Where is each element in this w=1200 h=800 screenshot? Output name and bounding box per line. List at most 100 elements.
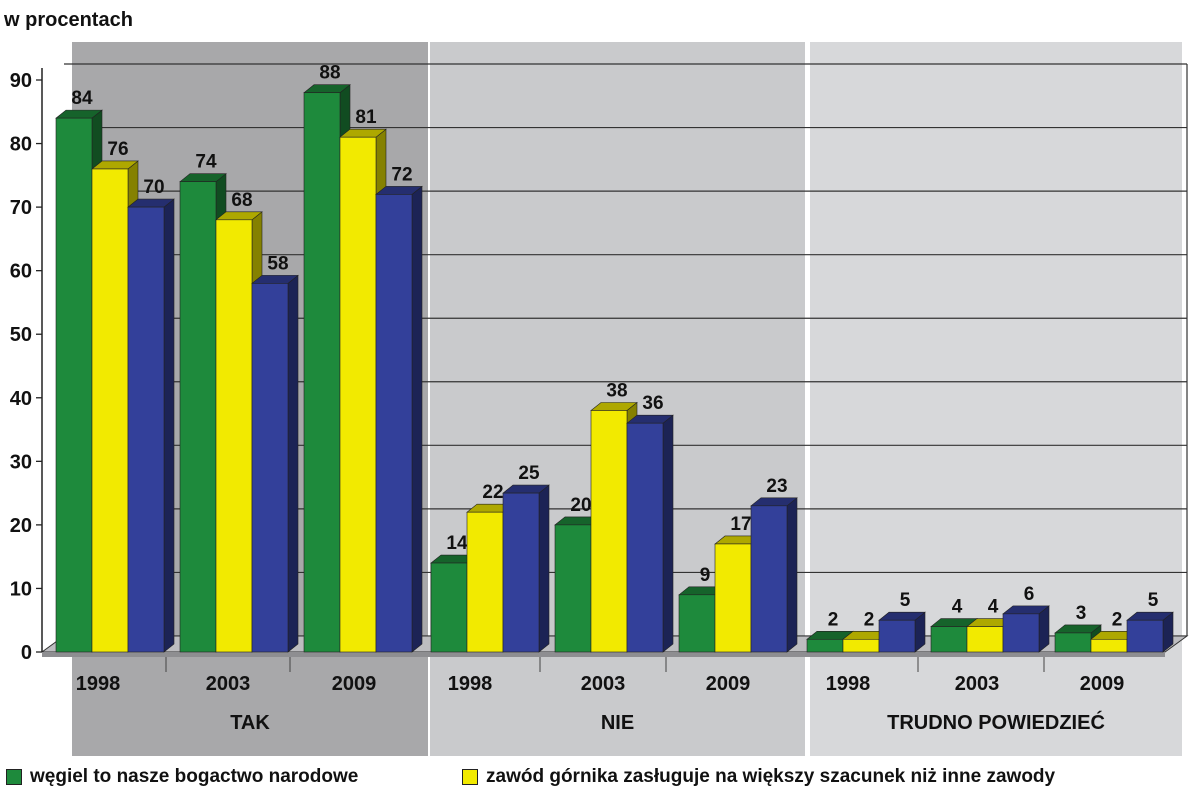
bar-front-2-0-1 [842,638,880,653]
bar-front-2-0-0 [806,638,844,653]
bar-front-1-2-0 [678,594,716,653]
bar-front-2-0-2 [878,619,916,653]
data-label-1-0-2: 25 [518,463,540,484]
bar-front-1-1-2 [626,422,664,653]
bar-0-1-2 [251,274,299,653]
y-tick-label-0: 0 [21,642,32,664]
y-tick-label-7: 70 [10,197,32,219]
bar-front-2-1-1 [966,626,1004,653]
bar-side-0-2-2 [411,185,423,653]
bar-front-0-1-0 [179,181,217,653]
year-label-0-1: 2003 [206,673,251,695]
y-tick-label-8: 80 [10,134,32,156]
bar-front-2-1-0 [930,626,968,653]
bar-front-0-1-1 [215,219,253,653]
data-label-2-1-2: 6 [1024,584,1035,605]
y-tick-label-9: 90 [10,70,32,92]
data-label-0-0-1: 76 [107,139,128,160]
year-label-1-2: 2009 [706,673,751,695]
bar-front-0-0-0 [55,117,93,653]
legend: węgiel to nasze bogactwo narodowe zawód … [0,766,1200,796]
bar-side-1-1-2 [662,414,674,653]
data-label-0-0-0: 84 [71,88,93,109]
legend-label-series-2: zawód górnika zasługuje na większy szacu… [486,766,1056,787]
y-tick-label-1: 10 [10,578,32,600]
y-tick-label-3: 30 [10,451,32,473]
bar-chart: 0 10 20 30 40 50 60 70 80 90 w procentach 84 76 70 199… [3,9,1189,756]
data-label-2-1-1: 4 [988,597,999,618]
data-label-2-0-1: 2 [864,609,875,630]
data-label-2-2-2: 5 [1148,590,1159,611]
bar-front-0-2-0 [303,92,341,653]
bar-side-0-0-2 [163,198,175,653]
bar-2-0-2 [878,611,926,653]
bar-0-2-2 [375,185,423,653]
bar-front-1-1-0 [554,524,592,653]
bar-front-1-0-2 [502,492,540,653]
data-label-0-2-1: 81 [355,107,377,128]
year-label-0-2: 2009 [332,673,377,695]
y-tick-label-4: 40 [10,388,32,410]
data-label-1-2-0: 9 [700,565,711,586]
bar-front-2-2-1 [1090,638,1128,653]
bar-front-0-2-2 [375,194,413,653]
year-label-2-0: 1998 [826,673,871,695]
bar-front-2-1-2 [1002,613,1040,653]
bar-front-0-2-1 [339,136,377,653]
data-label-1-1-2: 36 [642,393,663,414]
bar-side-0-1-2 [287,274,299,653]
bar-front-1-1-1 [590,410,628,653]
y-axis-title: w procentach [3,9,133,31]
bar-front-1-2-2 [750,505,788,653]
bar-front-1-0-0 [430,562,468,653]
data-label-1-1-0: 20 [570,495,591,516]
data-label-0-1-2: 58 [267,253,288,274]
data-label-1-0-0: 14 [446,533,468,554]
legend-item-series-2: zawód górnika zasługuje na większy szacu… [462,766,1055,788]
group-label-0: TAK [230,712,270,734]
legend-label-series-1: węgiel to nasze bogactwo narodowe [30,766,359,787]
data-label-0-2-0: 88 [319,63,340,84]
bar-1-1-2 [626,414,674,653]
bar-front-0-0-2 [127,206,165,653]
data-label-1-0-1: 22 [482,482,503,503]
data-label-2-0-0: 2 [828,609,839,630]
data-label-2-2-0: 3 [1076,603,1087,624]
year-label-1-1: 2003 [581,673,626,695]
y-tick-label-6: 60 [10,261,32,283]
legend-item-series-1: węgiel to nasze bogactwo narodowe [6,766,358,788]
bar-front-2-2-0 [1054,632,1092,653]
bar-front-1-2-1 [714,543,752,653]
bar-1-0-2 [502,484,550,653]
legend-swatch-green [6,769,22,785]
bar-0-0-2 [127,198,175,653]
bar-2-1-2 [1002,605,1050,653]
y-tick-label-2: 20 [10,515,32,537]
data-label-0-0-2: 70 [143,177,164,198]
data-label-0-1-0: 74 [195,152,217,173]
data-label-2-0-2: 5 [900,590,911,611]
data-label-2-2-1: 2 [1112,609,1123,630]
bar-side-1-2-2 [786,497,798,653]
bar-1-2-2 [750,497,798,653]
data-label-1-1-1: 38 [606,380,627,401]
y-tick-label-5: 50 [10,324,32,346]
bar-front-1-0-1 [466,511,504,653]
bar-front-0-0-1 [91,168,129,653]
data-label-1-2-1: 17 [730,514,751,535]
group-label-1: NIE [601,712,634,734]
data-label-2-1-0: 4 [952,597,963,618]
bar-front-0-1-2 [251,283,289,653]
legend-swatch-yellow [462,769,478,785]
bar-2-2-2 [1126,611,1174,653]
year-label-0-0: 1998 [76,673,121,695]
year-label-1-0: 1998 [448,673,493,695]
year-label-2-1: 2003 [955,673,1000,695]
data-label-1-2-2: 23 [766,476,787,497]
bar-front-2-2-2 [1126,619,1164,653]
floor-front-edge [42,652,1165,657]
bar-side-1-0-2 [538,484,550,653]
year-label-2-2: 2009 [1080,673,1125,695]
data-label-0-2-2: 72 [391,164,412,185]
data-label-0-1-1: 68 [231,190,252,211]
